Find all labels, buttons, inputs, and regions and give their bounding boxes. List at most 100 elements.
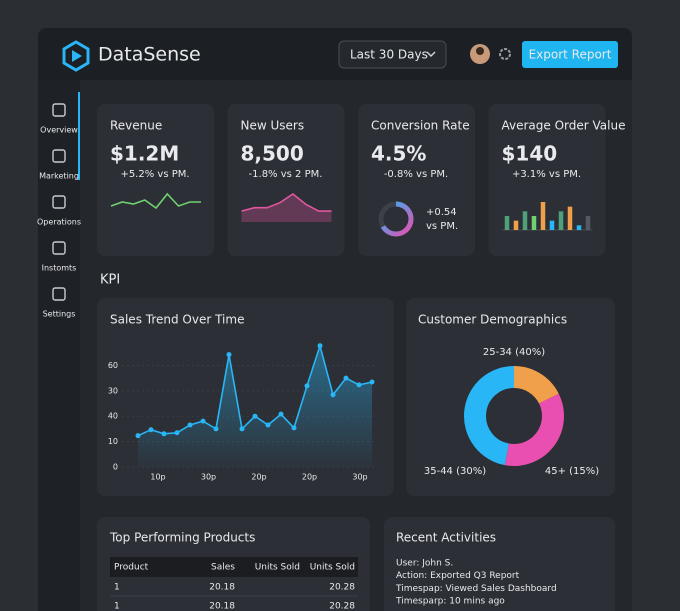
sales-point bbox=[356, 382, 362, 388]
chevron bbox=[426, 51, 436, 58]
avatar-head bbox=[476, 47, 484, 55]
kpi-value: $140 bbox=[502, 142, 558, 166]
donut-segment bbox=[464, 366, 515, 466]
nav-label[interactable]: Operations bbox=[37, 218, 81, 227]
nav-label[interactable]: Instomts bbox=[42, 264, 77, 273]
table-cell: 1 bbox=[114, 602, 120, 611]
activity-line: Action: Exported Q3 Report bbox=[396, 571, 520, 581]
spark-area bbox=[241, 194, 332, 222]
table-cell: 1 bbox=[114, 583, 120, 593]
sales-point bbox=[174, 430, 180, 436]
activity-line: User: John S. bbox=[396, 559, 453, 569]
table-header-cell: Sales bbox=[211, 563, 235, 573]
spark-bar bbox=[549, 220, 555, 230]
table-header-cell: Units Sold bbox=[310, 563, 355, 573]
range-text[interactable]: Last 30 Days bbox=[350, 48, 428, 62]
nav-icon[interactable] bbox=[52, 241, 66, 255]
activity-line: Timesparp: 10 mins ago bbox=[395, 597, 505, 607]
kpi-title: Average Order Value bbox=[502, 119, 626, 133]
sales-point bbox=[291, 425, 297, 431]
nav-icon[interactable] bbox=[52, 287, 66, 301]
export-button[interactable] bbox=[522, 41, 618, 68]
sales-point bbox=[343, 375, 349, 381]
settings-icon[interactable] bbox=[499, 48, 511, 60]
demographics-chart: 25-34 (40%) 35-44 (30%) 45+ (15%) bbox=[424, 347, 599, 477]
brand: DataSense bbox=[98, 44, 201, 66]
sales-chart: 0 10 40 30 60 10p 30p 20p 20p 30p bbox=[108, 342, 378, 482]
kpi-change: -0.8% vs PM. bbox=[384, 169, 448, 180]
kpi-change: +5.2% vs PM. bbox=[120, 169, 189, 180]
nav-label[interactable]: Overview bbox=[40, 126, 78, 135]
table-cell: 20.28 bbox=[329, 602, 355, 611]
demographics-title: Customer Demographics bbox=[418, 313, 567, 327]
nav-icon[interactable] bbox=[52, 149, 66, 163]
spark-bar bbox=[585, 216, 591, 230]
table-cell: 20.18 bbox=[209, 583, 235, 593]
kpi-title: Conversion Rate bbox=[371, 119, 470, 133]
sales-point bbox=[226, 352, 232, 358]
sidebar bbox=[38, 80, 80, 611]
donut-label: 45+ (15%) bbox=[545, 466, 599, 477]
nav-label[interactable]: Settings bbox=[43, 310, 76, 319]
table-header-cell: Product bbox=[114, 563, 149, 573]
nav-icon[interactable] bbox=[52, 195, 66, 209]
kpi-card bbox=[227, 104, 345, 256]
sales-point bbox=[317, 343, 323, 349]
x-tick-label: 20p bbox=[251, 473, 266, 482]
products-table: Product Sales Units Sold Units Sold 1 20.18 20… bbox=[110, 563, 358, 611]
kpi-change: +3.1% vs PM. bbox=[512, 169, 581, 180]
nav-label[interactable]: Marketing bbox=[39, 172, 79, 181]
table-cell: 20.28 bbox=[329, 583, 355, 593]
x-tick-label: 30p bbox=[201, 473, 216, 482]
sales-point bbox=[252, 413, 258, 419]
spark-bar bbox=[576, 225, 582, 230]
sidebar-items: Overview Marketing Operations Instomts Setti… bbox=[37, 103, 81, 319]
demographics-card bbox=[406, 298, 615, 496]
activities-title: Recent Activities bbox=[396, 531, 496, 545]
ring-label: +0.54 bbox=[426, 207, 457, 218]
spark-line bbox=[241, 193, 332, 212]
kpi-card bbox=[97, 104, 214, 256]
donut-segment bbox=[504, 393, 564, 466]
y-tick-label: 30 bbox=[108, 386, 118, 395]
sales-point bbox=[265, 422, 271, 428]
activities-list: User: John S. Action: Exported Q3 Report T… bbox=[395, 559, 557, 607]
kpi-value: 4.5% bbox=[371, 142, 426, 166]
sales-point bbox=[213, 426, 219, 432]
export-button-label[interactable]: Export Report bbox=[529, 48, 612, 62]
kpi-title: Revenue bbox=[110, 119, 162, 133]
sales-point bbox=[200, 418, 206, 424]
sales-point bbox=[161, 431, 167, 437]
table-header-cell: Units Sold bbox=[255, 563, 300, 573]
sales-point bbox=[239, 426, 245, 432]
sales-point bbox=[135, 433, 141, 439]
x-tick-label: 20p bbox=[302, 473, 317, 482]
x-tick-label: 10p bbox=[150, 473, 165, 482]
y-tick-label: 40 bbox=[108, 412, 118, 421]
nav-icon[interactable] bbox=[52, 103, 66, 117]
ring-arc bbox=[380, 201, 414, 237]
spark-bar bbox=[504, 216, 510, 230]
spark-bar bbox=[567, 206, 573, 230]
ring-note: vs PM. bbox=[426, 221, 458, 232]
spark-bar bbox=[540, 202, 546, 230]
products-title: Top Performing Products bbox=[109, 531, 255, 545]
activity-line: Timespap: Viewed Sales Dashboard bbox=[395, 584, 557, 594]
kpi-change: -1.8% vs 2 PM. bbox=[249, 169, 323, 180]
range-dropdown[interactable] bbox=[338, 40, 447, 69]
table-header bbox=[110, 557, 358, 577]
spark-bar bbox=[513, 220, 519, 230]
y-tick-label: 60 bbox=[108, 361, 118, 370]
sales-area bbox=[138, 345, 372, 467]
sales-point bbox=[304, 383, 310, 389]
donut-label: 35-44 (30%) bbox=[424, 466, 486, 477]
spark-bar bbox=[558, 211, 564, 230]
logo bbox=[62, 40, 90, 72]
sales-point bbox=[330, 392, 336, 398]
header-bar bbox=[38, 28, 632, 80]
sales-point bbox=[278, 411, 284, 417]
sales-point bbox=[187, 422, 193, 428]
sales-title: Sales Trend Over Time bbox=[110, 313, 244, 327]
kpi-card bbox=[488, 104, 606, 256]
